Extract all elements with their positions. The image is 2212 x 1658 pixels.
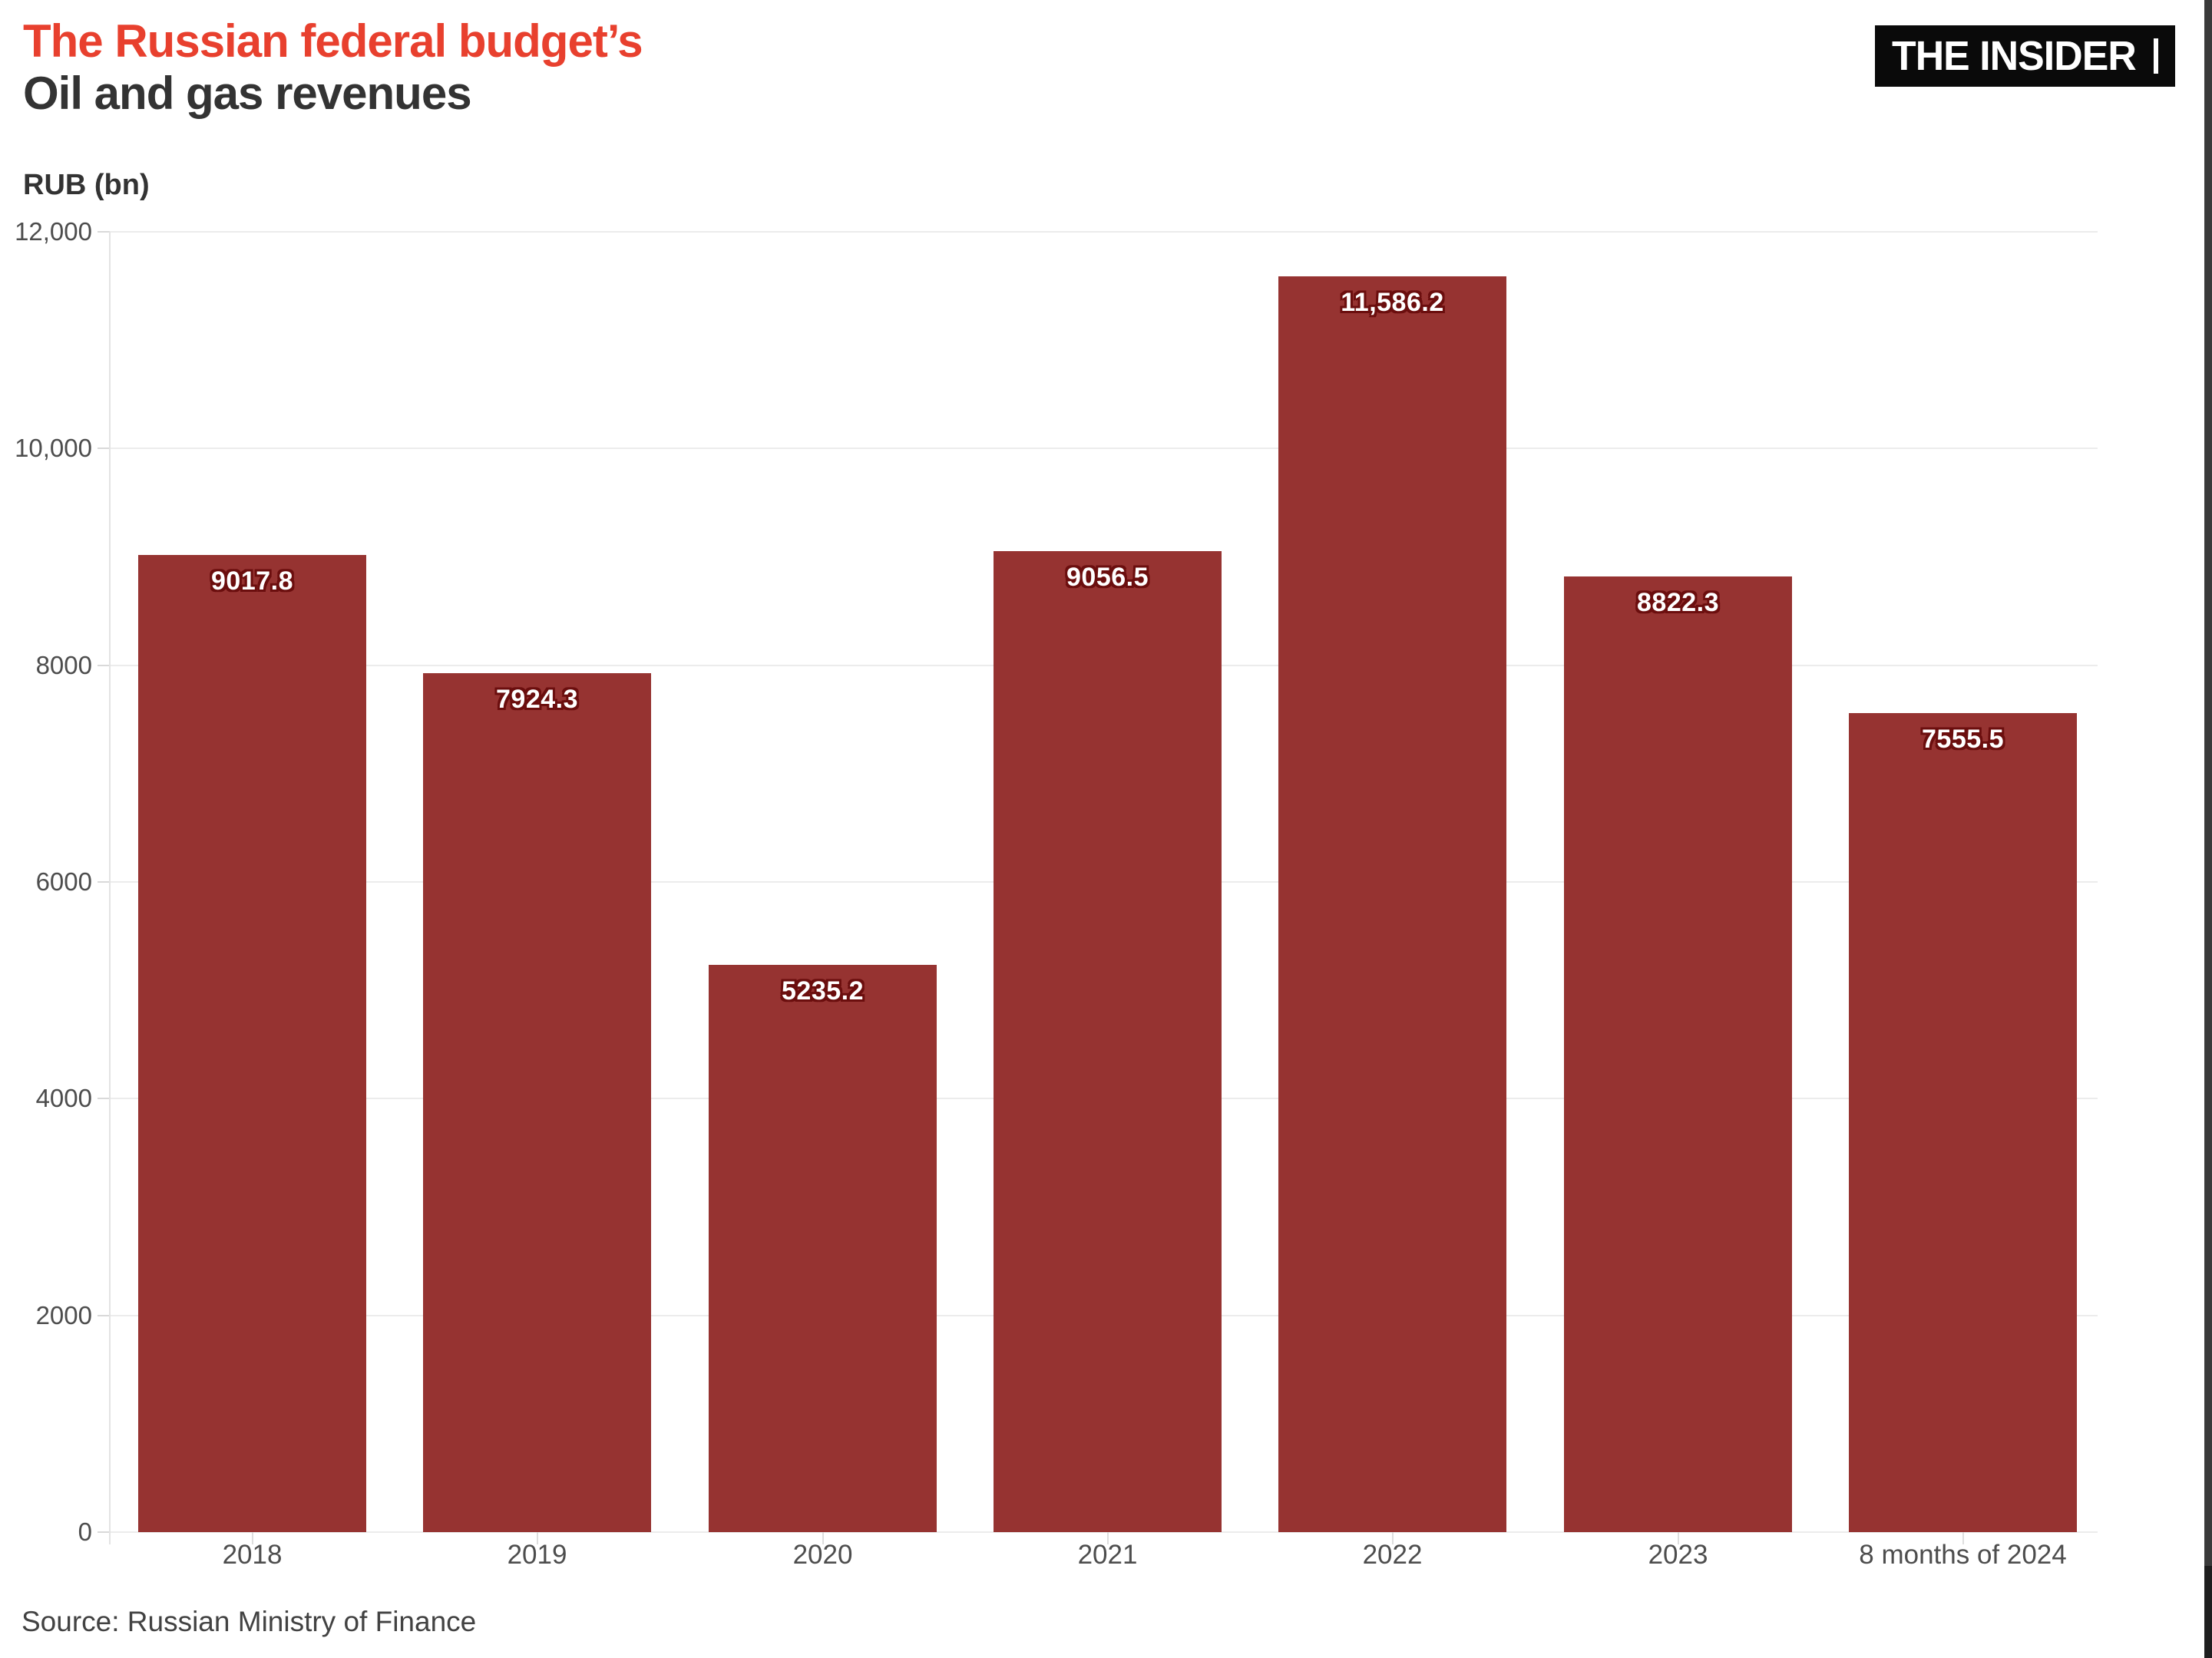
y-axis-unit-label: RUB (bn)	[23, 169, 150, 201]
y-axis-tick-label: 0	[78, 1518, 92, 1546]
y-axis-tick-label: 10,000	[15, 434, 92, 462]
scrollbar-thumb[interactable]	[2204, 1566, 2212, 1658]
source-note: Source: Russian Ministry of Finance	[21, 1606, 477, 1637]
x-axis-tick	[1678, 1532, 1679, 1544]
y-axis-line	[109, 232, 111, 1544]
bar-value-label: 7924.3	[496, 685, 578, 714]
y-axis-tick-label: 12,000	[15, 217, 92, 246]
x-axis-tick-label: 2018	[222, 1540, 283, 1570]
x-axis-tick-label: 2019	[507, 1540, 567, 1570]
logo-text: THE INSIDER	[1891, 33, 2137, 79]
x-axis-tick	[822, 1532, 824, 1544]
x-axis-tick	[252, 1532, 253, 1544]
x-axis-tick-label: 2021	[1077, 1540, 1138, 1570]
x-axis-tick	[1107, 1532, 1109, 1544]
y-axis-tick	[98, 1098, 110, 1099]
chart-title: Oil and gas revenues	[23, 68, 472, 119]
bar-value-label: 7555.5	[1922, 725, 2004, 754]
y-axis-tick	[98, 665, 110, 666]
bar	[423, 673, 651, 1532]
y-axis-tick	[98, 231, 110, 233]
y-axis-tick-label: 2000	[35, 1301, 92, 1329]
scrollbar-track[interactable]	[2204, 0, 2212, 1658]
gridline	[110, 1531, 2098, 1533]
bar-value-label: 5235.2	[782, 976, 864, 1006]
y-axis-tick-label: 8000	[35, 651, 92, 679]
x-axis-tick-label: 2020	[792, 1540, 853, 1570]
y-axis-tick	[98, 448, 110, 449]
chart-title-emphasis: The Russian federal budget’s	[23, 15, 643, 67]
bar	[994, 551, 1222, 1532]
y-axis-tick	[98, 1315, 110, 1316]
x-axis-tick	[1392, 1532, 1394, 1544]
bar-value-label: 9056.5	[1066, 563, 1149, 592]
x-axis-tick-label: 2023	[1648, 1540, 1708, 1570]
x-axis-tick-label: 8 months of 2024	[1859, 1540, 2067, 1570]
y-axis-tick	[98, 1531, 110, 1533]
x-axis-tick	[1962, 1532, 1964, 1544]
the-insider-logo: THE INSIDER	[1874, 25, 2175, 87]
bar-value-label: 8822.3	[1637, 588, 1719, 617]
bar	[1849, 713, 2077, 1532]
y-axis-tick-label: 6000	[35, 867, 92, 896]
gridline	[110, 448, 2098, 449]
x-axis-tick	[537, 1532, 538, 1544]
bar	[1564, 576, 1792, 1532]
bar	[709, 965, 937, 1532]
y-axis-tick	[98, 881, 110, 883]
bar	[138, 555, 366, 1532]
y-axis-tick-label: 4000	[35, 1084, 92, 1112]
bar-value-label: 9017.8	[211, 566, 293, 596]
bar	[1278, 276, 1506, 1532]
logo-cursor-bar	[2154, 38, 2158, 74]
x-axis-tick-label: 2022	[1362, 1540, 1423, 1570]
gridline	[110, 231, 2098, 233]
bar-value-label: 11,586.2	[1341, 288, 1444, 317]
